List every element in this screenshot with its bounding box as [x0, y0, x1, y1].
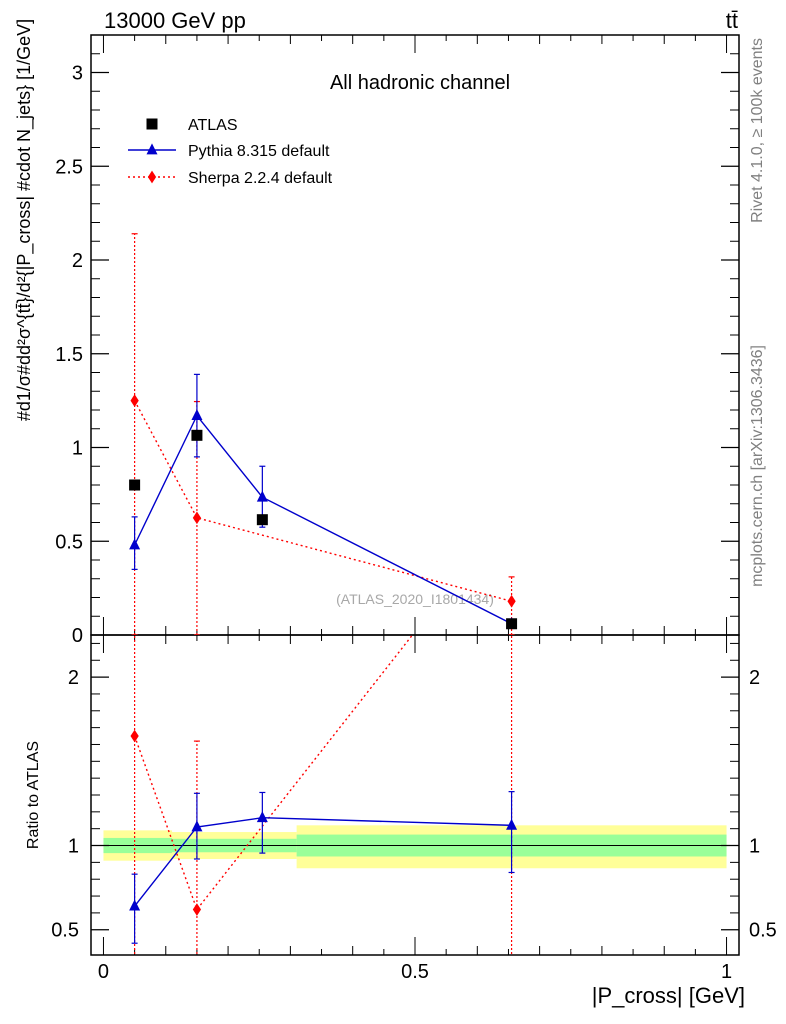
- main-y-tick-label: 0.5: [55, 531, 83, 553]
- legend-label-sherpa: Sherpa 2.2.4 default: [188, 170, 333, 187]
- pythia-point: [129, 899, 141, 911]
- ratio-y-tick-label: 2: [68, 667, 79, 689]
- ratio-y-axis-label: Ratio to ATLAS: [25, 741, 42, 849]
- energy-label: 13000 GeV pp: [104, 8, 246, 33]
- x-tick-label: 1: [721, 961, 732, 983]
- sherpa-point: [192, 903, 202, 916]
- sherpa-line: [133, 635, 414, 911]
- atlas-point: [256, 514, 268, 526]
- rivet-label: Rivet 4.1.0, ≥ 100k events: [749, 38, 766, 223]
- main-y-ticks: 0.5 1 1.5 2 2.5 3 0: [55, 35, 739, 647]
- atlas-point: [129, 479, 141, 491]
- pythia-point: [191, 820, 203, 832]
- pythia-line: [134, 817, 512, 907]
- legend-label-pythia: Pythia 8.315 default: [188, 143, 330, 160]
- ratio-plot-data: [129, 502, 518, 955]
- ratio-y-tick-label: 0.5: [51, 920, 79, 942]
- x-tick-label: 0.5: [401, 961, 429, 983]
- main-y-tick-label-zero: 0: [72, 625, 83, 647]
- sherpa-point: [507, 594, 516, 608]
- mcplots-label: mcplots.cern.ch [arXiv:1306.3436]: [749, 345, 766, 587]
- sherpa-point: [507, 502, 515, 515]
- ratio-y-tick-label: 1: [68, 836, 79, 858]
- main-plot-data: [129, 233, 518, 635]
- legend: ATLAS Pythia 8.315 default Sherpa 2.2.4 de…: [128, 117, 333, 187]
- sherpa-point: [192, 511, 202, 525]
- pythia-point: [129, 538, 141, 550]
- legend-marker-pythia: [146, 143, 158, 155]
- pythia-point: [256, 490, 268, 502]
- main-y-tick-label: 3: [72, 63, 83, 85]
- main-y-tick-label: 1: [72, 438, 83, 460]
- legend-label-atlas: ATLAS: [188, 117, 238, 134]
- pythia-point: [256, 811, 268, 823]
- pythia-point: [506, 818, 518, 830]
- legend-marker-sherpa: [147, 170, 157, 184]
- atlas-point: [506, 618, 518, 630]
- ratio-ticks: 0.5 0.5 1 1 2 2 0 0.5 1: [51, 635, 777, 983]
- main-y-tick-label: 1.5: [55, 344, 83, 366]
- atlas-point: [191, 429, 203, 441]
- main-y-tick-label: 2.5: [55, 156, 83, 178]
- sherpa-point: [130, 394, 139, 407]
- ratio-plot-frame: [90, 634, 740, 956]
- x-tick-label: 0: [98, 961, 109, 983]
- x-axis-label: |P_cross| [GeV]: [592, 983, 745, 1008]
- ratio-y-tick-label-right: 0.5: [749, 920, 777, 942]
- pythia-line: [133, 414, 512, 625]
- sherpa-point: [130, 729, 139, 743]
- ratio-y-tick-label-right: 1: [749, 836, 760, 858]
- main-y-tick-label: 2: [72, 250, 83, 272]
- main-y-axis-label: #d1/σ#dd²σ^{tt̄}/d²{|P_cross| #cdot N_je…: [14, 19, 35, 421]
- sherpa-line: [133, 400, 512, 602]
- analysis-watermark: (ATLAS_2020_I1801434): [336, 591, 494, 607]
- ratio-y-tick-label-right: 2: [749, 667, 760, 689]
- chart-title: All hadronic channel: [330, 72, 510, 94]
- legend-marker-atlas: [146, 118, 158, 130]
- pythia-point: [191, 409, 203, 421]
- process-label: tt̄: [726, 8, 738, 33]
